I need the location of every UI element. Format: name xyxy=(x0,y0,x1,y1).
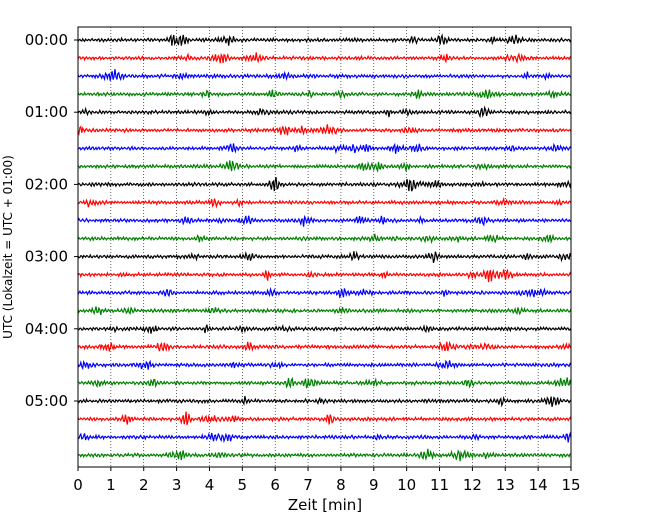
x-tick-label: 15 xyxy=(561,476,580,494)
trace-row xyxy=(77,340,572,353)
x-tick-label: 9 xyxy=(369,476,379,494)
y-tick-label: 03:00 xyxy=(25,248,68,266)
x-tick-label: 10 xyxy=(397,476,416,494)
trace-row xyxy=(77,431,572,444)
trace-row xyxy=(77,89,572,100)
x-tick-label: 13 xyxy=(496,476,515,494)
trace-row xyxy=(77,411,572,425)
trace-row xyxy=(77,286,572,299)
trace-row xyxy=(77,323,572,334)
trace-row xyxy=(77,376,572,389)
x-tick-label: 6 xyxy=(270,476,280,494)
trace-row xyxy=(77,177,572,192)
y-axis-label: UTC (Lokalzeit = UTC + 01:00) xyxy=(1,155,15,339)
x-tick-label: 4 xyxy=(205,476,215,494)
trace-row xyxy=(77,105,572,119)
y-tick-label: 04:00 xyxy=(25,320,68,338)
x-tick-label: 1 xyxy=(106,476,116,494)
x-tick-label: 8 xyxy=(336,476,346,494)
trace-row xyxy=(77,359,572,371)
trace-row xyxy=(77,160,572,174)
trace-row xyxy=(77,69,572,82)
x-axis-ticks: 0 1 2 3 4 5 6 7 8 9 10 11 12 13 14 15 xyxy=(73,467,581,494)
trace-row xyxy=(77,250,572,263)
y-tick-label: 02:00 xyxy=(25,175,68,193)
vertical-grid xyxy=(110,27,539,467)
trace-row xyxy=(77,142,572,155)
trace-row xyxy=(77,196,572,209)
y-tick-label: 00:00 xyxy=(25,31,68,49)
x-tick-label: 11 xyxy=(430,476,449,494)
x-tick-label: 7 xyxy=(303,476,313,494)
y-tick-label: 01:00 xyxy=(25,103,68,121)
trace-row xyxy=(77,52,572,65)
x-tick-label: 12 xyxy=(463,476,482,494)
trace-row xyxy=(77,124,572,137)
y-tick-label: 05:00 xyxy=(25,392,68,410)
plot-frame xyxy=(77,26,572,468)
trace-rows xyxy=(77,33,572,462)
trace-row xyxy=(77,395,572,408)
y-axis-ticks: 00:00 01:00 02:00 03:00 04:00 05:00 xyxy=(25,31,78,410)
trace-row xyxy=(77,214,572,227)
x-tick-label: 2 xyxy=(139,476,149,494)
trace-row xyxy=(77,233,572,245)
trace-row xyxy=(77,33,572,46)
trace-row xyxy=(77,306,572,316)
trace-row xyxy=(77,448,571,462)
x-axis-label: Zeit [min] xyxy=(288,496,362,514)
x-tick-label: 0 xyxy=(73,476,83,494)
trace-row xyxy=(77,268,572,283)
x-tick-label: 5 xyxy=(238,476,248,494)
x-tick-label: 3 xyxy=(172,476,182,494)
x-tick-label: 14 xyxy=(529,476,548,494)
